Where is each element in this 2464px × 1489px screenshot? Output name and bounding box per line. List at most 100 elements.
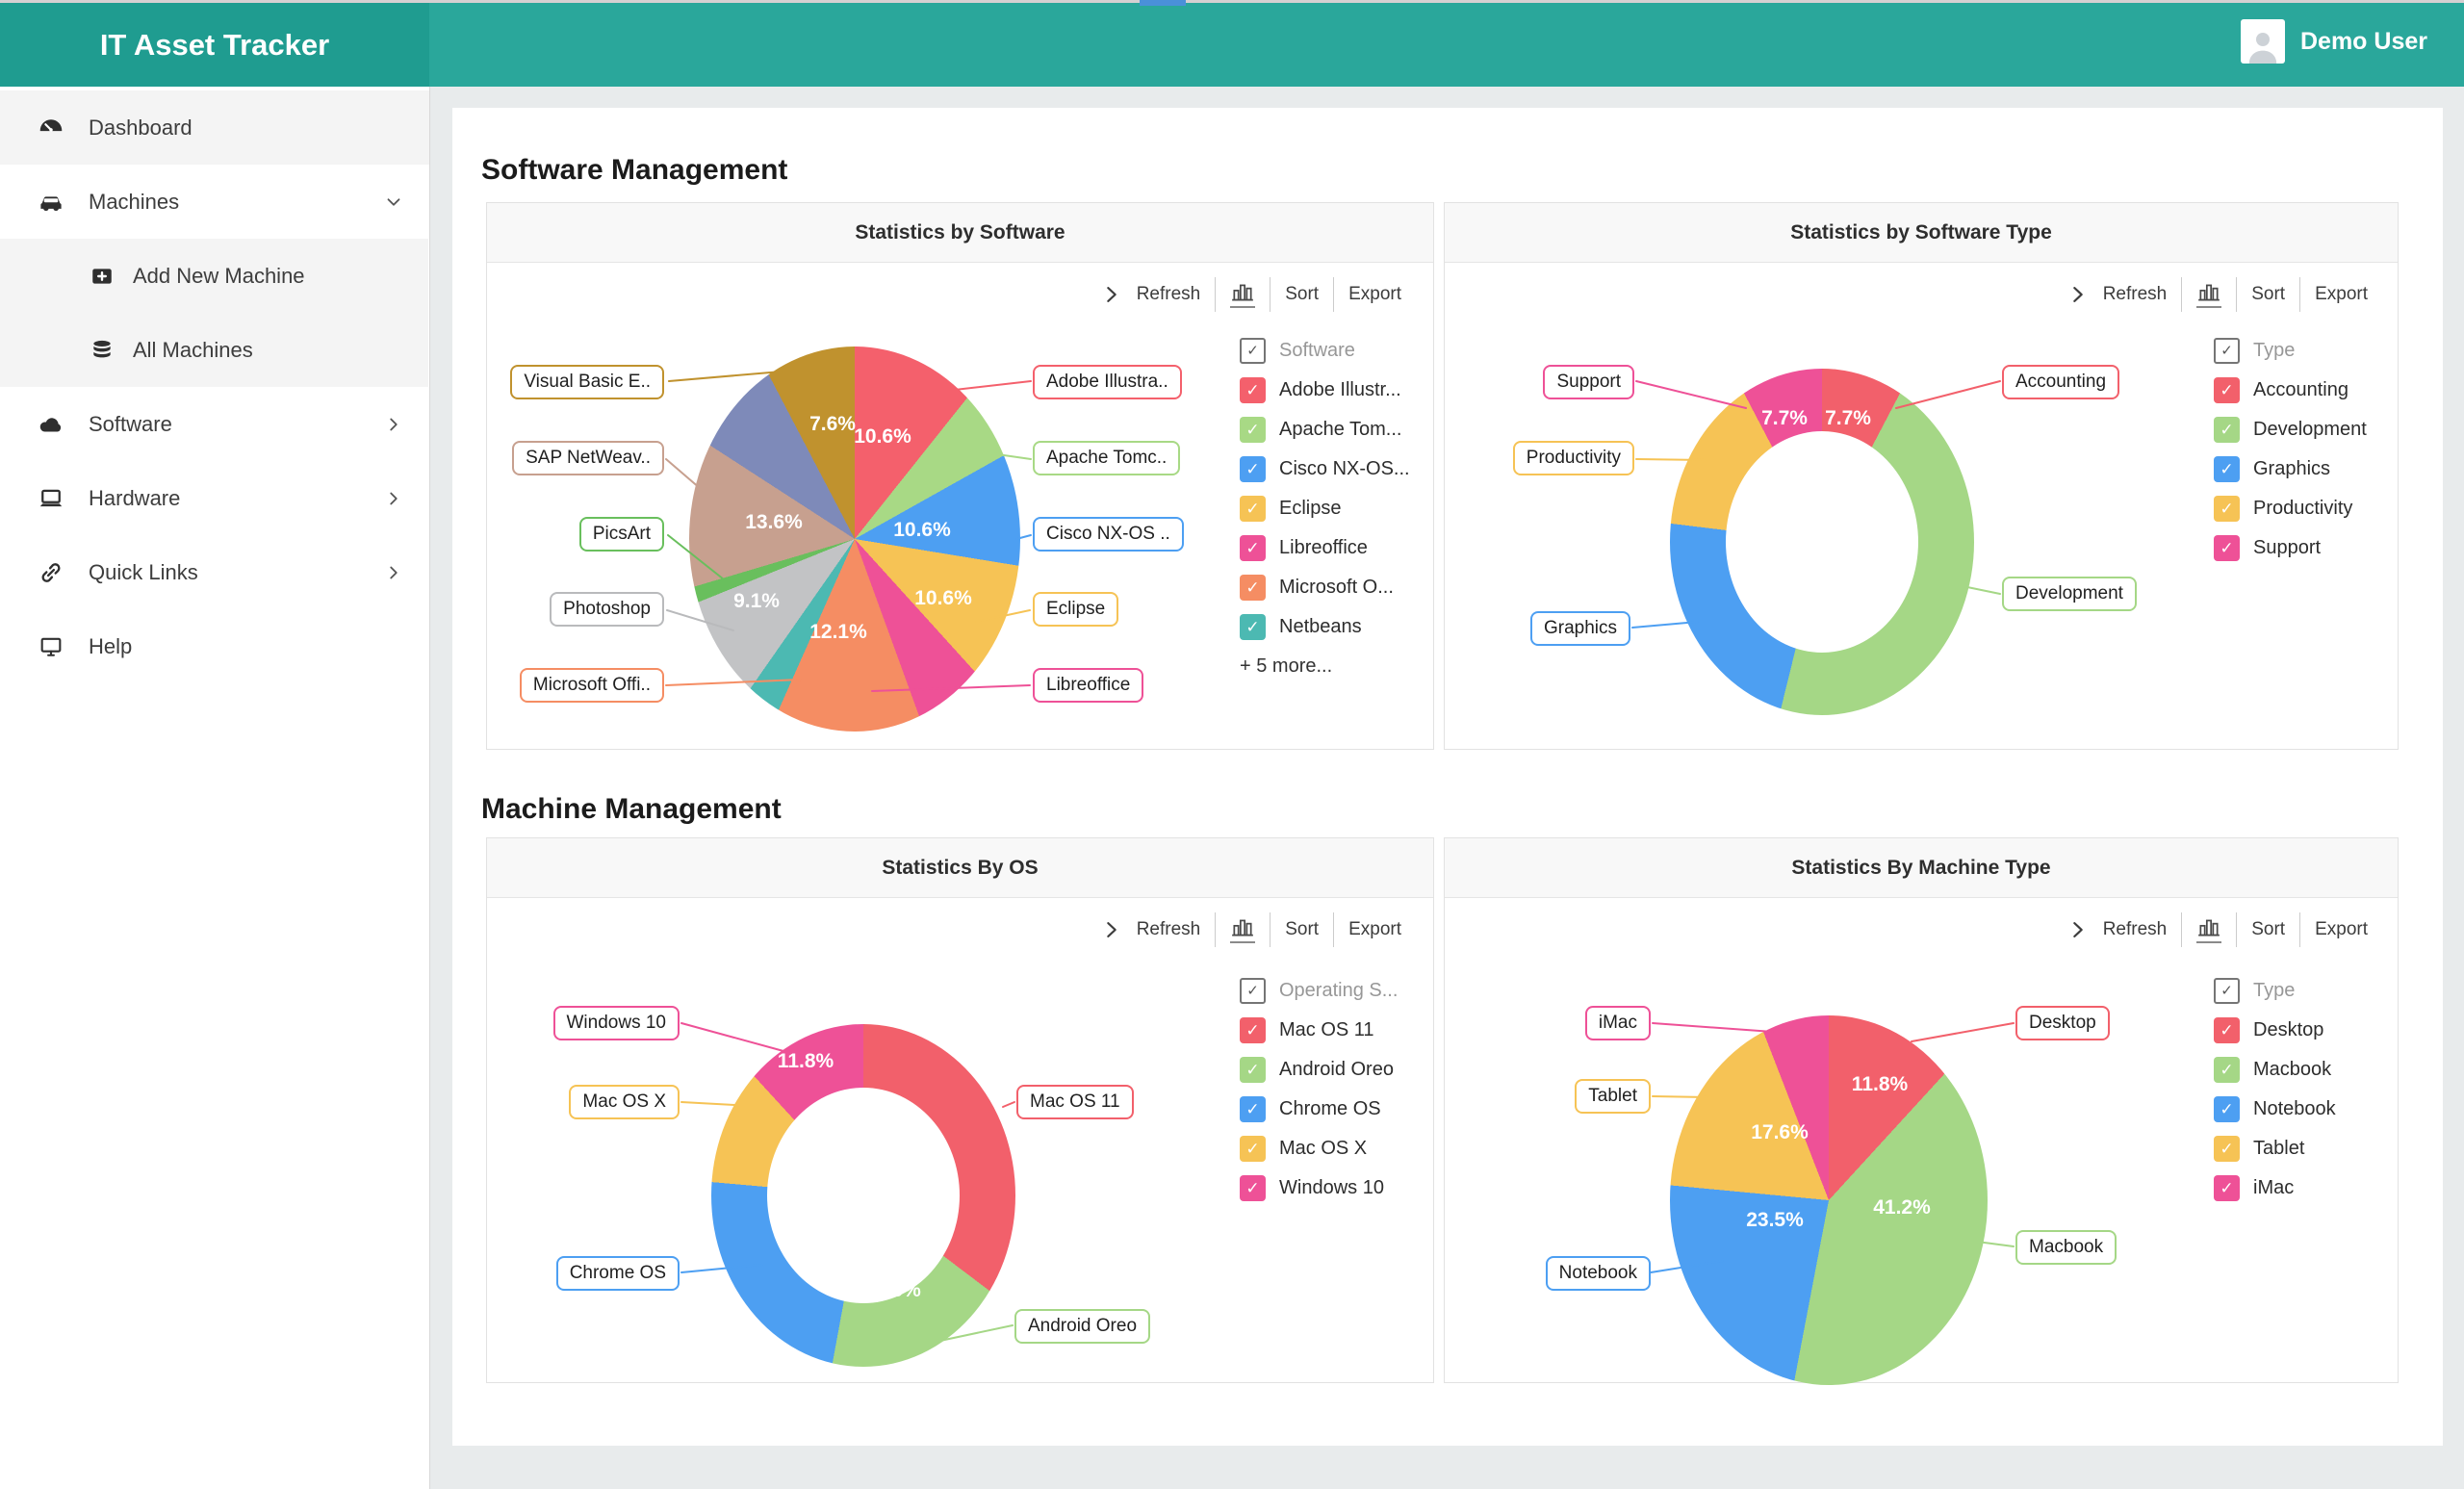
legend-item[interactable]: ✓ Adobe Illustr... — [1240, 377, 1410, 403]
legend-item[interactable]: ✓ Android Oreo — [1240, 1057, 1398, 1083]
export-button[interactable]: Export — [2315, 284, 2368, 304]
legend-item[interactable]: ✓ Cisco NX-OS... — [1240, 456, 1410, 482]
checkbox-checked-icon[interactable]: ✓ — [1240, 575, 1266, 601]
legend-item[interactable]: ✓ Development — [2214, 417, 2367, 443]
legend-item[interactable]: ✓ Libreoffice — [1240, 535, 1410, 561]
panel-header: Statistics by Software Type — [1445, 203, 2398, 263]
chart-type-icon[interactable] — [1230, 282, 1256, 308]
export-button[interactable]: Export — [1348, 284, 1401, 304]
panel-header: Statistics By OS — [487, 838, 1433, 898]
legend-item[interactable]: ✓ Windows 10 — [1240, 1175, 1398, 1201]
toolbar-divider — [2181, 912, 2183, 947]
checkbox-checked-icon[interactable]: ✓ — [2214, 978, 2240, 1004]
sort-button[interactable]: Sort — [1285, 284, 1320, 304]
checkbox-checked-icon[interactable]: ✓ — [2214, 1136, 2240, 1162]
legend-item[interactable]: ✓ Support — [2214, 535, 2367, 561]
checkbox-checked-icon[interactable]: ✓ — [2214, 377, 2240, 403]
legend-header-row[interactable]: ✓ Type — [2214, 338, 2367, 364]
legend-header-row[interactable]: ✓ Operating S... — [1240, 978, 1398, 1004]
sidebar-item-label: Quick Links — [89, 559, 198, 584]
export-button[interactable]: Export — [2315, 919, 2368, 939]
donut-hole — [767, 1088, 960, 1303]
checkbox-checked-icon[interactable]: ✓ — [1240, 377, 1266, 403]
sort-button[interactable]: Sort — [2251, 284, 2286, 304]
legend-item-label: Development — [2253, 419, 2367, 440]
callout-libreoffice: Libreoffice — [1033, 668, 1144, 703]
sidebar-item-machines[interactable]: Machines — [0, 165, 429, 239]
checkbox-checked-icon[interactable]: ✓ — [2214, 1096, 2240, 1122]
chart-type-icon[interactable] — [2196, 282, 2222, 308]
checkbox-checked-icon[interactable]: ✓ — [1240, 1175, 1266, 1201]
checkbox-checked-icon[interactable]: ✓ — [2214, 1175, 2240, 1201]
sort-button[interactable]: Sort — [2251, 919, 2286, 939]
refresh-button[interactable]: Refresh — [2102, 919, 2168, 939]
chart-type-icon[interactable] — [1230, 917, 1256, 943]
callout-development: Development — [2002, 577, 2137, 611]
legend-header-row[interactable]: ✓ Software — [1240, 338, 1410, 364]
callout-apache-tomcat: Apache Tomc.. — [1033, 441, 1181, 475]
checkbox-checked-icon[interactable]: ✓ — [1240, 535, 1266, 561]
sidebar-item-hardware[interactable]: Hardware — [0, 461, 429, 535]
checkbox-checked-icon[interactable]: ✓ — [1240, 338, 1266, 364]
checkbox-checked-icon[interactable]: ✓ — [1240, 496, 1266, 522]
refresh-button[interactable]: Refresh — [2102, 284, 2168, 304]
checkbox-checked-icon[interactable]: ✓ — [2214, 535, 2240, 561]
legend-header-row[interactable]: ✓ Type — [2214, 978, 2336, 1004]
refresh-button[interactable]: Refresh — [1136, 919, 1201, 939]
legend-item[interactable]: ✓ Eclipse — [1240, 496, 1410, 522]
checkbox-checked-icon[interactable]: ✓ — [2214, 456, 2240, 482]
callout-productivity: Productivity — [1512, 441, 1634, 475]
expand-chevron-icon[interactable] — [2067, 284, 2089, 305]
pie-statistics-by-software[interactable] — [689, 347, 1020, 732]
expand-chevron-icon[interactable] — [1101, 919, 1122, 940]
pie-statistics-by-machine-type[interactable] — [1670, 1015, 1988, 1385]
legend-item[interactable]: ✓ Notebook — [2214, 1096, 2336, 1122]
user-menu[interactable]: Demo User — [2241, 19, 2427, 64]
checkbox-checked-icon[interactable]: ✓ — [1240, 1136, 1266, 1162]
chart-type-icon[interactable] — [2196, 917, 2222, 943]
sidebar-item-quick-links[interactable]: Quick Links — [0, 535, 429, 609]
checkbox-checked-icon[interactable]: ✓ — [2214, 1057, 2240, 1083]
legend-item[interactable]: ✓ Productivity — [2214, 496, 2367, 522]
checkbox-checked-icon[interactable]: ✓ — [1240, 1096, 1266, 1122]
legend-item[interactable]: ✓ Microsoft O... — [1240, 575, 1410, 601]
toolbar-divider — [1215, 912, 1217, 947]
checkbox-checked-icon[interactable]: ✓ — [2214, 417, 2240, 443]
legend-item[interactable]: ✓ iMac — [2214, 1175, 2336, 1201]
checkbox-checked-icon[interactable]: ✓ — [1240, 978, 1266, 1004]
export-button[interactable]: Export — [1348, 919, 1401, 939]
legend-item[interactable]: ✓ Chrome OS — [1240, 1096, 1398, 1122]
checkbox-checked-icon[interactable]: ✓ — [2214, 338, 2240, 364]
sidebar-item-dashboard[interactable]: Dashboard — [0, 90, 429, 165]
checkbox-checked-icon[interactable]: ✓ — [1240, 614, 1266, 640]
legend-item[interactable]: ✓ Mac OS X — [1240, 1136, 1398, 1162]
sort-button[interactable]: Sort — [1285, 919, 1320, 939]
expand-chevron-icon[interactable] — [1101, 284, 1122, 305]
checkbox-checked-icon[interactable]: ✓ — [1240, 456, 1266, 482]
expand-chevron-icon[interactable] — [2067, 919, 2089, 940]
toolbar-divider — [2299, 912, 2301, 947]
legend-item[interactable]: ✓ Apache Tom... — [1240, 417, 1410, 443]
legend-item[interactable]: ✓ Macbook — [2214, 1057, 2336, 1083]
legend-item[interactable]: ✓ Tablet — [2214, 1136, 2336, 1162]
legend-more-link[interactable]: + 5 more... — [1240, 654, 1410, 680]
checkbox-checked-icon[interactable]: ✓ — [1240, 1017, 1266, 1043]
sidebar-item-help[interactable]: Help — [0, 609, 429, 683]
refresh-button[interactable]: Refresh — [1136, 284, 1201, 304]
checkbox-checked-icon[interactable]: ✓ — [2214, 496, 2240, 522]
legend-item-label: Accounting — [2253, 379, 2348, 400]
sidebar-item-all-machines[interactable]: All Machines — [0, 313, 429, 387]
legend-operating-system: ✓ Operating S... ✓ Mac OS 11 ✓ Android Ore… — [1240, 978, 1398, 1201]
app-title: IT Asset Tracker — [0, 3, 429, 87]
checkbox-checked-icon[interactable]: ✓ — [1240, 1057, 1266, 1083]
legend-item[interactable]: ✓ Accounting — [2214, 377, 2367, 403]
checkbox-checked-icon[interactable]: ✓ — [1240, 417, 1266, 443]
legend-item-label: Mac OS 11 — [1279, 1019, 1374, 1040]
sidebar-item-software[interactable]: Software — [0, 387, 429, 461]
legend-item[interactable]: ✓ Desktop — [2214, 1017, 2336, 1043]
legend-item[interactable]: ✓ Graphics — [2214, 456, 2367, 482]
legend-item[interactable]: ✓ Mac OS 11 — [1240, 1017, 1398, 1043]
legend-item[interactable]: ✓ Netbeans — [1240, 614, 1410, 640]
sidebar-item-add-new-machine[interactable]: Add New Machine — [0, 239, 429, 313]
checkbox-checked-icon[interactable]: ✓ — [2214, 1017, 2240, 1043]
